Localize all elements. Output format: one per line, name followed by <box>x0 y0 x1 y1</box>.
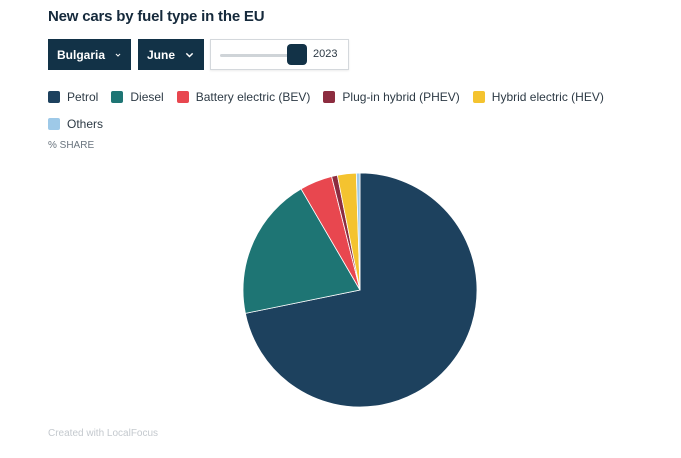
country-dropdown-label: Bulgaria <box>57 47 106 62</box>
legend-label: Hybrid electric (HEV) <box>491 89 604 104</box>
pie-slice[interactable] <box>355 172 361 291</box>
legend-swatch <box>323 90 336 103</box>
credit-text: Created with LocalFocus <box>48 428 159 439</box>
year-slider-track[interactable] <box>220 54 304 57</box>
chevron-down-icon <box>185 52 194 58</box>
legend-item: Diesel <box>111 89 164 104</box>
chart-title: New cars by fuel type in the EU <box>48 8 265 25</box>
legend-swatch <box>176 90 189 103</box>
legend-swatch <box>48 90 60 103</box>
legend-label: Diesel <box>130 89 164 104</box>
unit-label: % SHARE <box>48 140 95 151</box>
month-dropdown-label: June <box>147 47 176 62</box>
legend-swatch <box>472 90 485 103</box>
country-dropdown[interactable]: Bulgaria <box>48 39 131 70</box>
month-dropdown[interactable]: June <box>138 39 204 70</box>
legend-item: Others <box>48 116 103 131</box>
pie-slice[interactable] <box>242 188 361 314</box>
legend-swatch <box>48 117 60 130</box>
legend-label: Battery electric (BEV) <box>195 89 311 104</box>
legend-item: Plug-in hybrid (PHEV) <box>323 89 460 104</box>
chart-legend: Petrol Diesel Battery electric (BEV) Plug-i… <box>48 89 648 131</box>
legend-item: Hybrid electric (HEV) <box>472 89 604 104</box>
legend-swatch <box>111 90 124 103</box>
legend-label: Petrol <box>67 89 99 104</box>
legend-item: Petrol <box>48 89 98 104</box>
year-slider-thumb[interactable] <box>287 44 307 65</box>
pie-slice[interactable] <box>244 172 478 408</box>
year-slider-value: 2023 <box>313 48 338 60</box>
legend-item: Battery electric (BEV) <box>176 89 311 104</box>
legend-label: Others <box>67 116 104 131</box>
legend-label: Plug-in hybrid (PHEV) <box>342 89 460 104</box>
chevron-down-icon <box>115 53 121 57</box>
year-slider[interactable]: 2023 <box>210 39 349 70</box>
